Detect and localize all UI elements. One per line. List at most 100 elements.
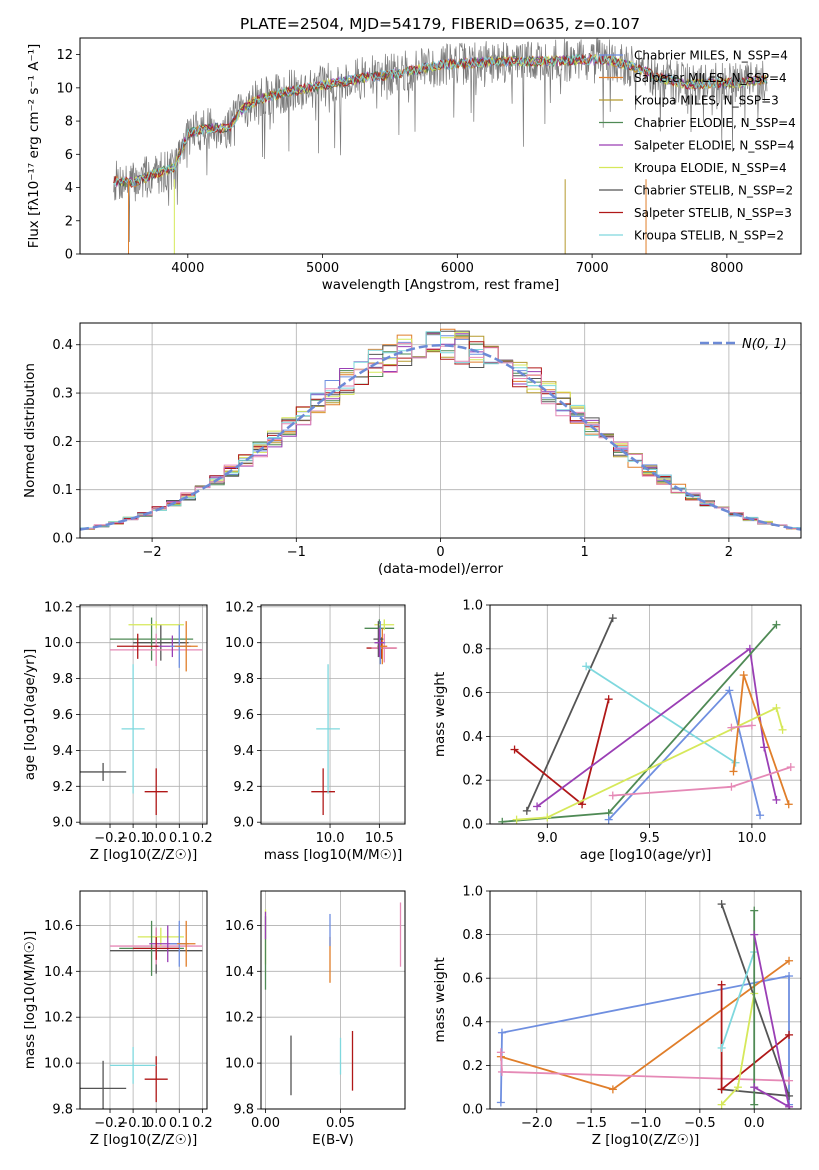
y-tick-label: 10.0 bbox=[44, 636, 73, 651]
legend-label: Chabrier ELODIE, N_SSP=4 bbox=[634, 116, 796, 130]
x-tick-label: 10.0 bbox=[737, 831, 766, 846]
weight-series bbox=[510, 695, 613, 809]
legend-label: N(0, 1) bbox=[742, 337, 787, 352]
y-tick-label: 0.8 bbox=[462, 928, 483, 943]
y-tick-label: 9.2 bbox=[52, 780, 73, 795]
data-point bbox=[374, 619, 395, 631]
y-tick-label: 9.8 bbox=[233, 672, 254, 687]
age_vs_mass-plot-area bbox=[311, 619, 398, 816]
model-spectrum-line bbox=[113, 54, 768, 187]
weight-line bbox=[720, 951, 756, 1049]
x-axis-label: wavelength [Angstrom, rest frame] bbox=[322, 277, 560, 293]
mass_vs_Z-plot-area bbox=[80, 920, 203, 1109]
y-tick-label: 0.8 bbox=[462, 642, 483, 657]
weight-series bbox=[729, 671, 793, 809]
x-tick-label: −1.5 bbox=[575, 1116, 607, 1131]
y-tick-label: 9.4 bbox=[233, 744, 254, 759]
legend-label: Chabrier MILES, N_SSP=4 bbox=[634, 49, 788, 63]
data-point bbox=[311, 768, 335, 816]
x-tick-label: 0.05 bbox=[326, 1116, 355, 1131]
x-tick-label: 1 bbox=[581, 545, 589, 560]
y-tick-label: 2 bbox=[65, 214, 73, 229]
x-tick-label: 10.5 bbox=[365, 831, 394, 846]
x-tick-label: 10.0 bbox=[316, 831, 345, 846]
x-tick-label: −2 bbox=[143, 545, 162, 560]
y-tick-label: 10.2 bbox=[44, 1011, 73, 1026]
data-point bbox=[137, 927, 184, 947]
y-tick-label: 0.4 bbox=[462, 1015, 483, 1030]
x-tick-label: 4000 bbox=[171, 261, 204, 276]
weight-line bbox=[516, 706, 784, 821]
weight-series bbox=[496, 1048, 794, 1085]
model-spectrum-line bbox=[113, 53, 768, 188]
age_vs_mass-frame bbox=[260, 604, 406, 825]
x-tick-label: 0.0 bbox=[146, 831, 167, 846]
weight-series bbox=[512, 703, 787, 824]
weight-series bbox=[608, 763, 795, 800]
data-point bbox=[371, 633, 398, 663]
data-point bbox=[316, 664, 340, 794]
data-point bbox=[176, 920, 196, 967]
data-point bbox=[121, 664, 145, 794]
y-tick-label: 10.6 bbox=[44, 919, 73, 934]
legend-label: Salpeter ELODIE, N_SSP=4 bbox=[634, 139, 795, 153]
spectrum-plot-area bbox=[113, 38, 768, 254]
y-axis-label: Normed distribution bbox=[22, 363, 38, 498]
y-tick-label: 9.6 bbox=[52, 708, 73, 723]
y-tick-label: 8 bbox=[65, 115, 73, 130]
legend-label: Chabrier STELIB, N_SSP=2 bbox=[634, 184, 793, 198]
weight-line bbox=[525, 617, 614, 812]
x-tick-label: 0.0 bbox=[146, 1116, 167, 1131]
y-tick-label: 6 bbox=[65, 148, 73, 163]
age_vs_Z-frame bbox=[79, 604, 208, 825]
x-tick-label: −1 bbox=[287, 545, 306, 560]
y-tick-label: 9.8 bbox=[52, 1103, 73, 1118]
weight-series bbox=[750, 906, 759, 1109]
y-tick-label: 0.0 bbox=[462, 818, 483, 833]
x-tick-label: −1.0 bbox=[630, 1116, 662, 1131]
residuals-frame bbox=[79, 322, 802, 539]
y-tick-label: 1.0 bbox=[462, 885, 483, 900]
mass_vs_ebv-frame bbox=[260, 890, 406, 1110]
model-spectrum-line bbox=[113, 53, 768, 189]
weight-series bbox=[717, 980, 794, 1094]
x-tick-label: 7000 bbox=[576, 261, 609, 276]
y-tick-label: 0.4 bbox=[462, 730, 483, 745]
x-axis-label: mass [log10(M/M☉)] bbox=[264, 847, 403, 863]
legend-label: Salpeter STELIB, N_SSP=3 bbox=[634, 206, 792, 220]
y-tick-label: 0.4 bbox=[52, 338, 73, 353]
data-point bbox=[128, 621, 184, 629]
x-tick-label: 0.00 bbox=[251, 1116, 280, 1131]
y-tick-label: 10.0 bbox=[225, 636, 254, 651]
x-tick-label: 0.1 bbox=[169, 831, 190, 846]
data-point bbox=[374, 628, 385, 658]
y-tick-label: 9.0 bbox=[233, 816, 254, 831]
figure-title: PLATE=2504, MJD=54179, FIBERID=0635, z=0… bbox=[240, 15, 640, 33]
x-tick-label: −0.2 bbox=[94, 1116, 126, 1131]
data-point bbox=[80, 1060, 127, 1109]
y-tick-label: 0.2 bbox=[52, 435, 73, 450]
weight-series bbox=[496, 956, 794, 1094]
x-tick-label: 0.1 bbox=[169, 1116, 190, 1131]
x-tick-label: −0.1 bbox=[117, 831, 149, 846]
y-tick-label: 0.0 bbox=[462, 1103, 483, 1118]
x-tick-label: 9.0 bbox=[537, 831, 558, 846]
x-tick-label: 0.2 bbox=[192, 831, 213, 846]
model-spectrum-line bbox=[113, 53, 768, 188]
x-tick-label: 2 bbox=[725, 545, 733, 560]
x-tick-label: −0.5 bbox=[684, 1116, 716, 1131]
data-point bbox=[144, 768, 168, 816]
data-point bbox=[110, 1047, 157, 1084]
x-tick-label: 0.2 bbox=[192, 1116, 213, 1131]
weight-series bbox=[522, 614, 617, 815]
data-point bbox=[133, 936, 180, 960]
x-axis-label: Z [log10(Z/Z☉)] bbox=[592, 1132, 700, 1148]
legend-label: Kroupa MILES, N_SSP=3 bbox=[634, 94, 779, 108]
y-tick-label: 0 bbox=[65, 248, 73, 263]
x-tick-label: −0.2 bbox=[94, 831, 126, 846]
y-tick-label: 10 bbox=[56, 81, 73, 96]
weight_vs_age-frame bbox=[489, 604, 802, 825]
x-axis-label: (data-model)/error bbox=[378, 561, 504, 577]
